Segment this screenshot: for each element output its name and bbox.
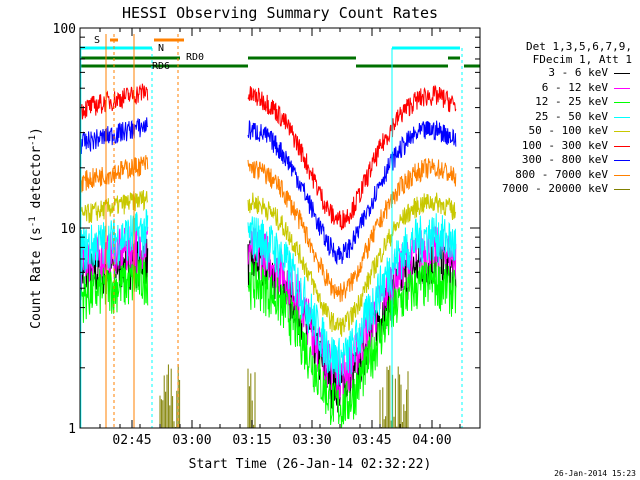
legend-swatch-7: [614, 174, 630, 176]
series-2-segment-1: [247, 260, 457, 429]
x-axis-label: Start Time (26-Jan-14 02:32:22): [189, 457, 432, 472]
legend-item-6: 300 - 800 keV: [482, 153, 632, 168]
legend-swatch-0: [614, 73, 630, 74]
y-axis-label-tail: detector: [29, 146, 44, 217]
y-axis-label-sup2: -1: [28, 135, 38, 146]
flag-n-label: N: [158, 43, 164, 54]
render-timestamp: 26-Jan-2014 15:23: [554, 469, 636, 478]
legend-item-2: 12 - 25 keV: [482, 95, 632, 110]
legend-header-1: Det 1,3,5,6,7,9,: [526, 40, 632, 53]
legend-label-0: 3 - 6 keV: [548, 66, 608, 79]
x-tick-label-4: 03:45: [352, 433, 391, 448]
legend-label-8: 7000 - 20000 keV: [502, 182, 608, 195]
series-4-segment-1: [247, 192, 457, 337]
flag-s-label: S: [94, 35, 100, 46]
legend-label-1: 6 - 12 keV: [541, 80, 608, 94]
legend-swatch-4: [614, 131, 630, 132]
x-tick-label-1: 03:00: [172, 433, 211, 448]
legend-label-7: 800 - 7000 keV: [515, 167, 608, 181]
y-axis-label: Count Rate (s-1 detector-1): [28, 127, 44, 329]
ticks-layer: 02:45 03:00 03:15 03:30 03:45 04:00 1 10 100: [53, 22, 481, 448]
y-tick-label-2: 100: [53, 22, 76, 37]
series-5-segment-1: [247, 84, 457, 231]
series-3-segment-1: [247, 213, 457, 386]
series-1-segment-0: [79, 226, 149, 289]
legend-label-4: 50 - 100 keV: [528, 124, 608, 137]
y-axis-label-end: ): [29, 127, 44, 135]
flag-rd6-label: RD6: [152, 61, 170, 72]
legend-item-1: 6 - 12 keV: [482, 81, 632, 96]
legend-swatch-2: [614, 102, 630, 103]
x-tick-label-2: 03:15: [232, 433, 271, 448]
legend-item-0: 3 - 6 keV: [482, 66, 632, 81]
y-axis-label-sup: -1: [28, 216, 38, 227]
legend-label-2: 12 - 25 keV: [535, 95, 608, 108]
legend-item-5: 100 - 300 keV: [482, 139, 632, 154]
legend-label-3: 25 - 50 keV: [535, 109, 608, 123]
legend-swatch-1: [614, 87, 630, 89]
y-tick-label-0: 1: [68, 422, 76, 437]
flag-rd0-label: RD0: [186, 52, 204, 63]
series-7-segment-0: [79, 155, 149, 193]
legend-item-7: 800 - 7000 keV: [482, 168, 632, 183]
legend-swatch-6: [614, 160, 630, 161]
series-6-segment-1: [247, 120, 457, 266]
chart-title: HESSI Observing Summary Count Rates: [122, 4, 438, 22]
legend-header-2: FDecim 1, Att 1: [532, 53, 632, 66]
y-axis-label-main: Count Rate (s: [29, 227, 44, 329]
legend-label-5: 100 - 300 keV: [521, 138, 608, 152]
x-tick-label-5: 04:00: [412, 433, 451, 448]
x-tick-label-0: 02:45: [112, 433, 151, 448]
series-4-segment-0: [79, 189, 149, 224]
x-tick-label-3: 03:30: [292, 433, 331, 448]
legend-label-6: 300 - 800 keV: [521, 153, 608, 166]
legend-item-4: 50 - 100 keV: [482, 124, 632, 139]
legend-item-3: 25 - 50 keV: [482, 110, 632, 125]
legend: Det 1,3,5,6,7,9, FDecim 1, Att 1 3 - 6 k…: [482, 40, 632, 197]
legend-swatch-3: [614, 116, 630, 118]
series-2-segment-0: [79, 259, 149, 323]
flags-layer: S N RD0 RD6: [80, 34, 480, 428]
series-7-segment-1: [247, 157, 457, 303]
legend-item-8: 7000 - 20000 keV: [482, 182, 632, 197]
series-layer: [79, 83, 481, 429]
legend-items: 3 - 6 keV 6 - 12 keV 12 - 25 keV 25 - 50 ke…: [482, 66, 632, 197]
legend-swatch-8: [614, 189, 630, 190]
legend-swatch-5: [614, 145, 630, 147]
series-6-segment-0: [79, 117, 149, 155]
y-tick-label-1: 10: [60, 222, 76, 237]
